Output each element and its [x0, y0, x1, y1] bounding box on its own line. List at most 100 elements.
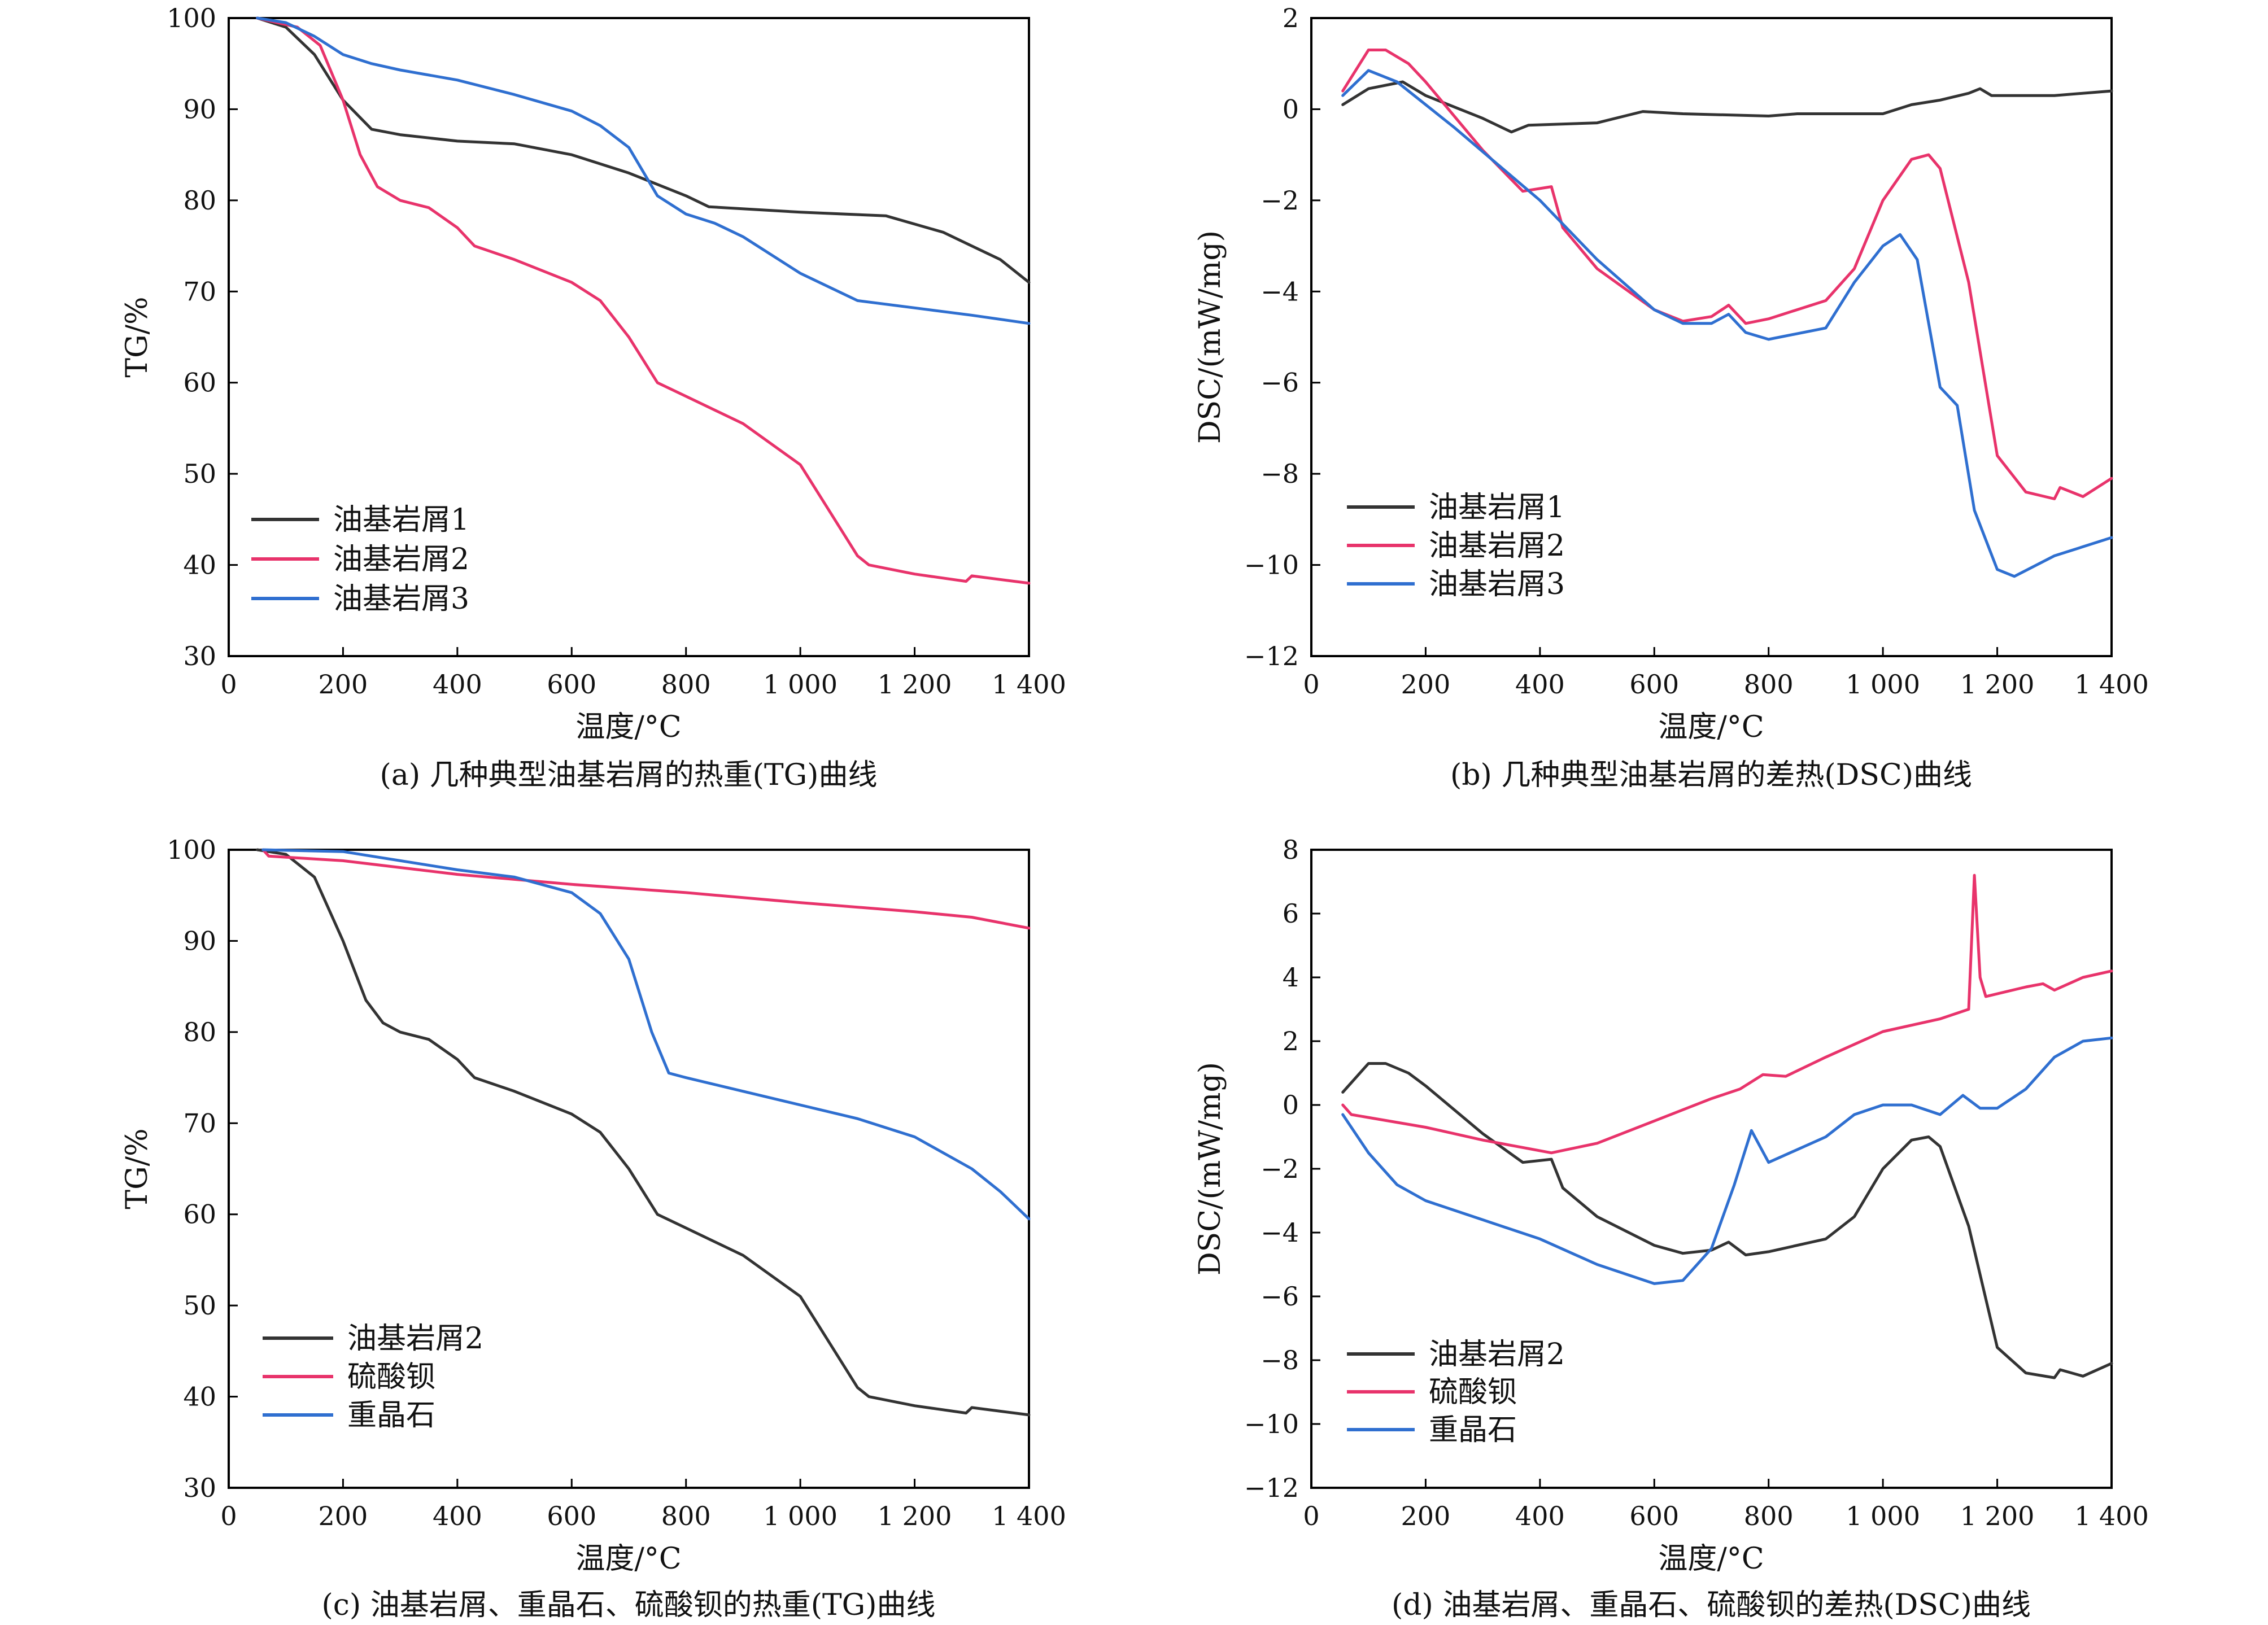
y-tick-label: −4: [1261, 1217, 1299, 1248]
y-tick-label: −10: [1244, 550, 1299, 580]
series-line-1: [256, 16, 1031, 284]
y-tick-label: 70: [183, 1108, 216, 1138]
y-tick-label: 60: [183, 368, 216, 398]
y-tick-label: −12: [1244, 1473, 1299, 1503]
x-tick-label: 1 000: [1846, 1501, 1920, 1531]
series-line-3: [1341, 69, 2113, 578]
plot-frame: [1310, 17, 2113, 657]
x-tick-label: 200: [319, 669, 368, 700]
y-tick-label: 0: [1283, 1090, 1299, 1120]
x-tick-label: 1 200: [1960, 1501, 2035, 1531]
panel-b: 0 200 400 600 800 1 000 1 200 1 400 −12 −10 −8 −6 −4…: [1193, 3, 2149, 792]
series-line-2: [256, 16, 1031, 585]
y-tick-label: 50: [183, 458, 216, 489]
legend-label-3: 油基岩屑3: [333, 582, 469, 616]
y-tick-label: −8: [1261, 1345, 1299, 1375]
x-tick-label: 200: [319, 1501, 368, 1531]
x-tick-label: 1 000: [763, 1501, 838, 1531]
y-tick-label: 0: [1283, 94, 1299, 124]
y-tick-label: −2: [1261, 1154, 1299, 1184]
x-tick-label: 600: [1629, 1501, 1679, 1531]
panel-caption: (d) 油基岩屑、重晶石、硫酸钡的差热(DSC)曲线: [1392, 1588, 2031, 1622]
x-tick-label: 1 200: [878, 1501, 952, 1531]
series-line-1: [1341, 80, 2113, 134]
legend-label-3: 重晶石: [1429, 1413, 1517, 1447]
panel-caption: (c) 油基岩屑、重晶石、硫酸钡的热重(TG)曲线: [321, 1588, 935, 1622]
x-tick-label: 600: [547, 669, 596, 700]
y-tick-label: 30: [183, 641, 216, 671]
series-line-1: [256, 848, 1031, 1417]
y-axis-label: TG/%: [120, 296, 154, 377]
legend-label-1: 油基岩屑1: [333, 503, 469, 537]
y-tick-label: 8: [1283, 835, 1299, 865]
y-tick-label: 100: [167, 3, 216, 33]
series-line-2: [261, 848, 1031, 930]
x-axis-label: 温度/°C: [575, 1542, 681, 1576]
x-tick-label: 0: [1303, 669, 1319, 700]
x-tick-label: 1 200: [878, 669, 952, 700]
y-axis-label: TG/%: [120, 1128, 154, 1209]
series-line-1: [1341, 1062, 2113, 1379]
x-tick-label: 1 400: [2074, 1501, 2149, 1531]
series-line-3: [256, 16, 1031, 325]
legend-label-2: 油基岩屑2: [1429, 529, 1565, 563]
y-tick-label: 100: [167, 835, 216, 865]
ticks: 0 200 400 600 800 1 000 1 200 1 400 −12 −10 −8 −6 −4…: [1244, 3, 2149, 700]
x-tick-label: 200: [1401, 1501, 1451, 1531]
x-axis-label: 温度/°C: [575, 710, 681, 744]
legend-label-2: 硫酸钡: [1429, 1375, 1517, 1409]
legend-label-1: 油基岩屑2: [347, 1322, 483, 1356]
panel-d: 0 200 400 600 800 1 000 1 200 1 400 −12 −10 −8 −6 −4…: [1193, 835, 2149, 1622]
curves: [256, 848, 1031, 1417]
legend: 油基岩屑2 硫酸钡 重晶石: [263, 1322, 483, 1432]
series-line-2: [1341, 873, 2113, 1155]
y-tick-label: −12: [1244, 641, 1299, 671]
y-tick-label: 70: [183, 276, 216, 307]
x-tick-label: 800: [1744, 1501, 1794, 1531]
y-axis-label: DSC/(mW/mg): [1193, 230, 1227, 444]
y-tick-label: −2: [1261, 185, 1299, 216]
panel-c: 0 200 400 600 800 1 000 1 200 1 400 30 40 50 60 70 80…: [120, 835, 1066, 1622]
x-tick-label: 0: [220, 669, 237, 700]
legend-label-2: 硫酸钡: [347, 1360, 435, 1394]
y-tick-label: 50: [183, 1290, 216, 1321]
y-tick-label: 30: [183, 1473, 216, 1503]
x-tick-label: 800: [1744, 669, 1794, 700]
y-tick-label: 2: [1283, 1026, 1299, 1056]
x-axis-label: 温度/°C: [1658, 710, 1764, 744]
y-tick-label: −8: [1261, 458, 1299, 489]
y-tick-label: 80: [183, 185, 216, 216]
plot-frame: [228, 17, 1030, 657]
y-tick-label: −4: [1261, 276, 1299, 307]
x-tick-label: 800: [661, 669, 711, 700]
plot-frame: [228, 849, 1030, 1489]
y-tick-label: −6: [1261, 1281, 1299, 1312]
y-tick-label: 90: [183, 94, 216, 124]
y-tick-label: 40: [183, 550, 216, 580]
ticks: 0 200 400 600 800 1 000 1 200 1 400 30 40 50 60 70 80…: [167, 3, 1066, 700]
x-tick-label: 200: [1401, 669, 1451, 700]
x-tick-label: 400: [433, 669, 482, 700]
x-tick-label: 600: [547, 1501, 596, 1531]
y-tick-label: 2: [1283, 3, 1299, 33]
panel-caption: (b) 几种典型油基岩屑的差热(DSC)曲线: [1450, 758, 1972, 792]
y-tick-label: 90: [183, 925, 216, 956]
y-tick-label: 4: [1283, 962, 1299, 993]
x-tick-label: 0: [220, 1501, 237, 1531]
x-tick-label: 1 400: [992, 669, 1066, 700]
ticks: 0 200 400 600 800 1 000 1 200 1 400 −12 −10 −8 −6 −4…: [1244, 835, 2149, 1531]
legend: 油基岩屑1 油基岩屑2 油基岩屑3: [251, 503, 469, 616]
y-tick-label: −10: [1244, 1409, 1299, 1439]
panel-caption: (a) 几种典型油基岩屑的热重(TG)曲线: [380, 758, 878, 792]
y-tick-label: −6: [1261, 368, 1299, 398]
x-tick-label: 1 200: [1960, 669, 2035, 700]
x-tick-label: 1 000: [763, 669, 838, 700]
x-tick-label: 400: [433, 1501, 482, 1531]
series-line-3: [261, 848, 1031, 1221]
curves: [256, 16, 1031, 585]
legend: 油基岩屑2 硫酸钡 重晶石: [1347, 1338, 1565, 1447]
legend-label-2: 油基岩屑2: [333, 543, 469, 576]
x-tick-label: 1 400: [2074, 669, 2149, 700]
x-tick-label: 400: [1515, 669, 1565, 700]
